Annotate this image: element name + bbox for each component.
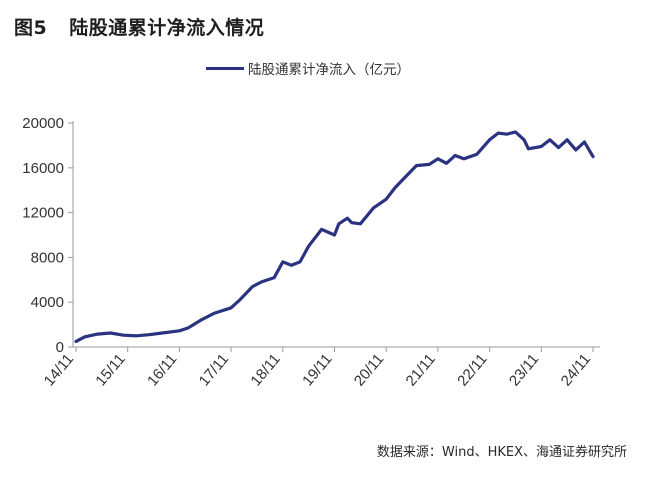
- y-tick-label: 4000: [31, 294, 64, 311]
- x-axis-ticks: 14/11 15/11 16/11 17/11 18/11 19/11 20/11 21/11…: [41, 347, 594, 389]
- data-point: [540, 145, 543, 148]
- data-point: [238, 298, 241, 302]
- x-tick-label: 21/11: [403, 351, 439, 390]
- data-point: [574, 148, 577, 152]
- x-tick-label: 15/11: [92, 351, 128, 390]
- data-point: [273, 276, 276, 279]
- y-tick-label: 0: [56, 339, 64, 356]
- x-tick-label: 18/11: [247, 351, 283, 390]
- x-tick-label: 23/11: [506, 351, 542, 390]
- data-point: [161, 331, 164, 335]
- data-point: [462, 157, 465, 160]
- y-axis-ticks: 0 4000 8000 12000 16000 20000: [22, 115, 73, 356]
- x-tick-label: 16/11: [144, 351, 180, 390]
- data-point: [186, 326, 190, 330]
- x-tick-label: 19/11: [299, 351, 335, 390]
- data-point: [178, 329, 181, 332]
- data-point: [436, 157, 440, 160]
- x-tick-label: 20/11: [351, 351, 387, 390]
- data-point: [497, 131, 500, 135]
- data-point: [135, 334, 138, 337]
- data-point: [109, 331, 112, 335]
- data-point: [307, 245, 310, 248]
- legend-swatch: [206, 66, 244, 70]
- data-point: [372, 206, 375, 210]
- x-tick-label: 14/11: [41, 351, 77, 390]
- data-point: [565, 138, 569, 141]
- data-point: [488, 138, 491, 141]
- data-point: [583, 140, 586, 144]
- chart-series: [74, 130, 595, 343]
- data-point: [199, 318, 203, 322]
- data-point: [281, 260, 284, 264]
- data-point: [385, 198, 388, 201]
- data-point: [212, 312, 216, 315]
- data-point: [346, 217, 349, 220]
- y-tick-label: 20000: [22, 115, 64, 132]
- data-point: [350, 221, 353, 224]
- data-point: [320, 228, 323, 231]
- data-point: [527, 147, 530, 150]
- chart-legend: 陆股通累计净流入（亿元）: [206, 58, 410, 78]
- data-point: [514, 130, 517, 134]
- figure-number: 图5: [14, 17, 48, 39]
- x-tick-label: 24/11: [558, 351, 594, 390]
- data-point: [83, 335, 86, 339]
- figure-title: 图5 陆股通累计净流入情况: [14, 13, 264, 40]
- legend-label: 陆股通累计净流入（亿元）: [248, 62, 410, 78]
- data-point: [74, 340, 78, 343]
- data-point: [251, 285, 254, 288]
- data-point: [505, 133, 508, 136]
- series-line: [74, 130, 595, 343]
- data-point: [591, 155, 595, 158]
- data-point: [96, 332, 99, 336]
- data-point: [229, 306, 233, 309]
- data-point: [290, 264, 293, 267]
- figure-title-text: 陆股通累计净流入情况: [69, 17, 265, 39]
- data-point: [260, 280, 263, 284]
- chart-axes: [72, 121, 600, 348]
- data-point: [557, 146, 560, 149]
- data-point: [122, 334, 125, 337]
- data-point: [445, 162, 448, 165]
- source-note: 数据来源：Wind、HKEX、海通证券研究所: [376, 445, 627, 460]
- data-point: [428, 163, 431, 166]
- data-point: [548, 138, 552, 141]
- data-point: [402, 177, 405, 181]
- data-point: [359, 222, 362, 225]
- y-tick-label: 8000: [31, 249, 64, 266]
- data-point: [522, 138, 526, 141]
- data-point: [415, 164, 418, 167]
- data-point: [475, 153, 478, 156]
- data-point: [333, 233, 336, 237]
- data-point: [298, 260, 302, 264]
- x-tick-label: 22/11: [454, 351, 490, 390]
- y-tick-label: 16000: [22, 160, 64, 177]
- data-point: [393, 186, 396, 190]
- data-point: [337, 222, 340, 225]
- data-point: [453, 154, 457, 157]
- data-point: [148, 333, 151, 336]
- x-tick-label: 17/11: [196, 351, 232, 390]
- y-tick-label: 12000: [22, 205, 64, 222]
